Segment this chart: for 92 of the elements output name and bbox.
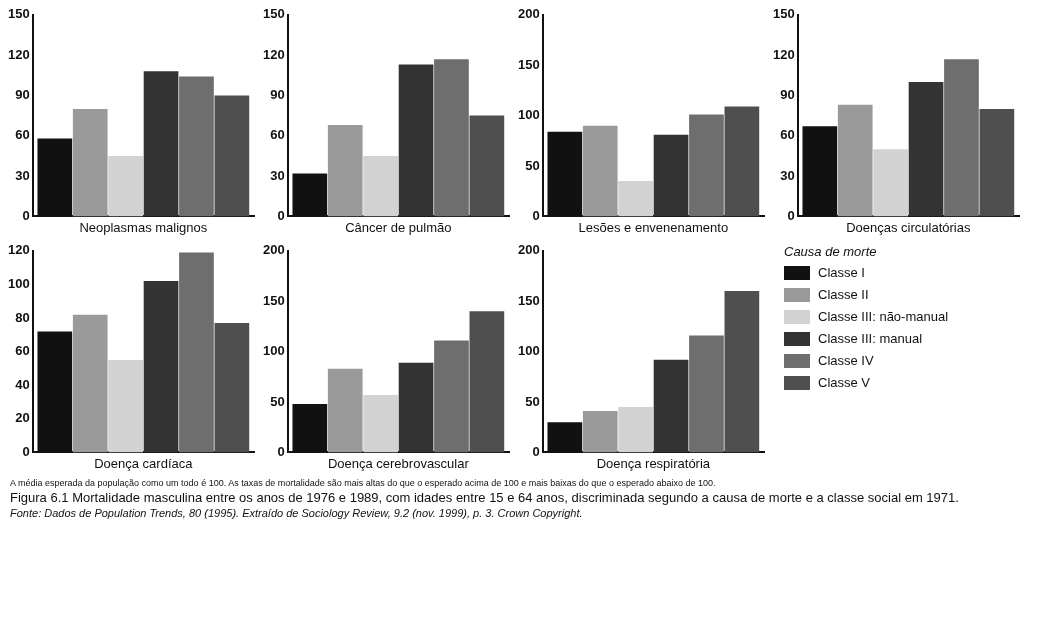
bar <box>582 125 618 217</box>
y-tick-label: 0 <box>532 207 540 223</box>
y-tick-label: 0 <box>787 207 795 223</box>
y-tick-label: 150 <box>772 6 795 22</box>
bar <box>143 281 179 453</box>
bar <box>398 362 434 453</box>
bar <box>398 64 434 217</box>
text: A média esperada da população como um todo é 100. As taxas de mortalidade são mais altas do que o esperado acima de 100 e mais baixas do que o esperado abaixo de 100. <box>10 478 717 488</box>
y-tick-label: 50 <box>525 157 540 173</box>
bar <box>653 359 689 453</box>
x-axis-title: Neoplasmas malignos <box>79 219 208 235</box>
x-axis-title: Doença cardíaca <box>94 455 194 471</box>
y-tick-label: 40 <box>15 376 30 392</box>
x-axis-title: Câncer de pulmão <box>345 219 452 235</box>
bar <box>214 323 250 453</box>
bar <box>434 59 469 217</box>
bar <box>618 407 653 453</box>
y-tick-label: 0 <box>277 207 285 223</box>
bar <box>108 155 143 217</box>
bar <box>944 59 979 217</box>
bar <box>214 95 250 217</box>
y-tick-label: 90 <box>270 87 285 103</box>
y-tick-label: 100 <box>517 343 540 359</box>
y-tick-label: 60 <box>15 343 30 359</box>
y-tick-label: 80 <box>15 309 30 325</box>
bar <box>72 108 108 217</box>
bar <box>979 108 1015 217</box>
bar <box>327 125 363 217</box>
y-tick-label: 100 <box>517 107 540 123</box>
y-tick-label: 120 <box>262 46 285 62</box>
y-tick-label: 120 <box>772 46 795 62</box>
x-axis-title: Lesões e envenenamento <box>578 219 729 235</box>
bar <box>837 104 873 217</box>
bar <box>469 115 505 217</box>
y-tick-label: 200 <box>262 242 285 258</box>
y-tick-label: 150 <box>262 6 285 22</box>
bar <box>618 181 653 217</box>
bar <box>469 311 505 453</box>
bar <box>689 114 724 217</box>
text: Figura 6.1 Mortalidade masculina entre os anos de 1976 e 1989, com idades entre 15 e 64 anos, discriminada segundo a causa de morte e a classe social em 1971. <box>10 490 960 505</box>
source-note: Fonte: Dados de Population Trends, 80 (1995). Extraído de Sociology Review, 9.2 (nov. 1999), p. 3. Crown Copyright. <box>10 507 584 519</box>
bar <box>582 411 618 453</box>
bar <box>72 314 108 453</box>
bar <box>689 335 724 453</box>
y-tick-label: 60 <box>270 127 285 143</box>
y-tick-label: 100 <box>262 343 285 359</box>
bar <box>363 394 398 453</box>
bar <box>179 252 214 453</box>
bar <box>724 291 760 453</box>
bar <box>873 149 908 217</box>
legend-label: Classe III: manual <box>818 331 923 346</box>
y-tick-label: 30 <box>780 167 795 183</box>
x-axis-title: Doença respiratória <box>596 455 711 471</box>
y-tick-label: 100 <box>7 275 30 291</box>
bar <box>653 134 689 217</box>
bar <box>908 82 944 217</box>
y-tick-label: 60 <box>780 127 795 143</box>
legend-label: Classe II <box>818 287 869 302</box>
bar <box>724 106 760 217</box>
x-axis-title: Doenças circulatórias <box>846 219 971 235</box>
legend-label: Classe I <box>818 265 865 280</box>
legend-label: Classe IV <box>818 353 874 368</box>
legend-title: Causa de morte <box>784 244 878 259</box>
y-tick-label: 150 <box>262 292 285 308</box>
y-tick-label: 0 <box>532 443 540 459</box>
y-tick-label: 150 <box>517 292 540 308</box>
y-tick-label: 120 <box>7 46 30 62</box>
bar <box>363 155 398 217</box>
bar <box>179 76 214 217</box>
legend-label: Classe V <box>818 375 871 390</box>
y-tick-label: 90 <box>15 87 30 103</box>
y-tick-label: 0 <box>22 207 30 223</box>
bar <box>143 71 179 217</box>
y-tick-label: 30 <box>15 167 30 183</box>
x-axis-title: Doença cerebrovascular <box>327 455 470 471</box>
y-tick-label: 150 <box>7 6 30 22</box>
y-tick-label: 0 <box>22 443 30 459</box>
y-tick-label: 200 <box>517 6 540 22</box>
bar <box>327 368 363 453</box>
y-tick-label: 120 <box>7 242 30 258</box>
bar <box>108 360 143 453</box>
y-tick-label: 30 <box>270 167 285 183</box>
legend-label: Classe III: não-manual <box>818 309 949 324</box>
y-tick-label: 200 <box>517 242 540 258</box>
y-tick-label: 20 <box>15 410 30 426</box>
y-tick-label: 0 <box>277 443 285 459</box>
y-tick-label: 60 <box>15 127 30 143</box>
y-tick-label: 50 <box>525 393 540 409</box>
y-tick-label: 90 <box>780 87 795 103</box>
y-tick-label: 50 <box>270 393 285 409</box>
bar <box>434 340 469 453</box>
y-tick-label: 150 <box>517 56 540 72</box>
